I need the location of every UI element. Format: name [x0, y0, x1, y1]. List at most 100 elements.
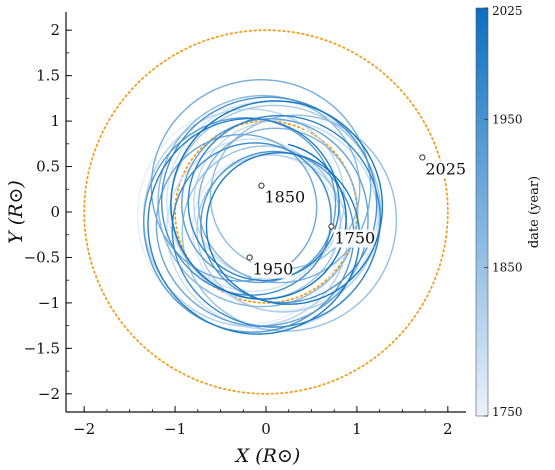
- colorbar-tick-label: 1850: [492, 261, 523, 275]
- y-tick-label: −1.5: [24, 339, 60, 357]
- annotation-marker-1950: [246, 254, 253, 261]
- trajectory-segment-11: [166, 113, 220, 222]
- trajectory-segment-104: [334, 118, 384, 234]
- x-tick-label: 2: [443, 420, 453, 438]
- trajectory-segment-68: [181, 131, 223, 232]
- trajectory-segment-57: [263, 79, 367, 156]
- reference-circles: [83, 29, 449, 395]
- trajectory-segment-82: [161, 101, 236, 202]
- trajectory-segment-49: [157, 118, 198, 240]
- trajectory-segment-88: [185, 278, 299, 328]
- trajectory-segment-97: [147, 206, 207, 322]
- annotation-label-2025: 2025: [425, 159, 466, 178]
- trajectory-segment-73: [143, 170, 173, 297]
- annotation-marker-1850: [258, 182, 265, 189]
- trajectory-segment-94: [303, 172, 340, 270]
- annotation-bg-2025: [424, 160, 465, 179]
- colorbar-tick-label: 1950: [492, 112, 523, 126]
- annotation-bg-1750: [333, 229, 374, 248]
- trajectory-segment-20: [200, 119, 299, 171]
- trajectory-segment-101: [205, 156, 257, 241]
- axes: −2 −1 0 1 2 −2 −1.5 −1 −0.5 0 0.5 1 1.5 2: [24, 12, 466, 438]
- trajectory-segment-47: [317, 111, 361, 217]
- trajectory-segment-103: [288, 233, 380, 305]
- colorbar-tick-label: 1750: [492, 405, 523, 419]
- trajectory-segment-99: [328, 195, 361, 307]
- colorbar: 1750 1850 1950 2025: [475, 4, 523, 419]
- trajectory-segment-77: [201, 150, 280, 211]
- trajectory-segment-86: [196, 142, 299, 168]
- x-tick-label: 0: [261, 420, 271, 438]
- trajectory-segment-69: [185, 230, 273, 284]
- annotations: 1750 1850 1950 2025: [246, 154, 466, 279]
- trajectory-segment-37: [288, 206, 341, 295]
- trajectory-segment-107: [177, 239, 274, 300]
- trajectory-segment-78: [200, 209, 253, 298]
- annotation-label-1950: 1950: [253, 259, 294, 278]
- trajectory-segment-83: [161, 200, 230, 293]
- y-axis-label: Y (R⊙): [5, 180, 27, 244]
- trajectory-segment-12: [168, 221, 252, 292]
- trajectory-segment-89: [298, 228, 381, 325]
- trajectory-segment-58: [157, 79, 264, 150]
- trajectory-segment-92: [187, 150, 208, 255]
- trajectory-segment-63: [155, 141, 208, 243]
- trajectory-segment-31: [204, 264, 304, 313]
- trajectory-segment-28: [325, 178, 349, 286]
- trajectory-segment-1: [142, 106, 244, 182]
- trajectory-segment-84: [229, 250, 325, 296]
- annotation-marker-2025: [419, 154, 426, 161]
- trajectory-segment-64: [157, 242, 248, 326]
- x-tick-label: −1: [164, 420, 186, 438]
- reference-circle-1: [83, 29, 449, 395]
- trajectory-segment-24: [213, 108, 328, 148]
- annotation-label-1850: 1850: [264, 188, 305, 207]
- y-tick-label: 1.5: [36, 67, 60, 85]
- y-tick-label: −1: [38, 294, 60, 312]
- trajectory-segment-96: [148, 119, 236, 207]
- y-tick-label: 0: [50, 203, 60, 221]
- trajectory-segment-52: [308, 135, 359, 233]
- trajectory-segment-72: [156, 117, 266, 171]
- annotation-bg-1950: [251, 260, 292, 279]
- trajectory-segment-41: [239, 298, 365, 332]
- annotation-label-1750: 1750: [334, 229, 375, 248]
- trajectory-segment-6: [192, 155, 251, 236]
- trajectory-segment-98: [205, 306, 330, 335]
- trajectory-segment-50: [164, 239, 268, 308]
- x-tick-label: 1: [352, 420, 362, 438]
- trajectory-segment-109: [287, 143, 347, 225]
- x-axis-label: X (R⊙): [234, 445, 301, 467]
- trajectory-segment-105: [210, 100, 336, 124]
- trajectory-segment-42: [363, 173, 398, 299]
- trajectory-segment-44: [209, 115, 283, 193]
- colorbar-title: date (year): [527, 176, 542, 248]
- trajectory-segment-27: [218, 284, 332, 328]
- x-tick-label: −2: [73, 420, 95, 438]
- trajectory-segment-102: [207, 240, 289, 305]
- colorbar-tick-label: 2025: [492, 4, 523, 18]
- trajectory-segment-56: [328, 154, 372, 268]
- trajectory-segment-40: [181, 216, 240, 321]
- trajectory-segment-71: [265, 119, 337, 204]
- trajectory-segment-95: [234, 117, 334, 173]
- trajectory-segment-100: [255, 152, 350, 196]
- trajectory-segment-55: [222, 259, 330, 284]
- annotation-marker-1750: [328, 223, 335, 230]
- trajectory-segment-8: [267, 251, 370, 312]
- trajectory-segment-90: [317, 122, 381, 229]
- y-tick-label: −2: [38, 385, 60, 403]
- y-tick-label: −0.5: [24, 248, 60, 266]
- trajectory-segment-85: [298, 155, 332, 252]
- y-tick-label: 0.5: [36, 158, 60, 176]
- trajectory-segment-81: [234, 96, 356, 141]
- trajectory-segment-25: [143, 115, 215, 220]
- trajectory-segment-106: [170, 123, 211, 240]
- y-tick-label: 2: [50, 21, 60, 39]
- annotation-bg-1850: [263, 188, 304, 207]
- trajectory-segment-54: [197, 160, 223, 261]
- colorbar-bar: [475, 7, 489, 417]
- trajectory: [137, 79, 398, 335]
- y-tick-label: 1: [50, 112, 60, 130]
